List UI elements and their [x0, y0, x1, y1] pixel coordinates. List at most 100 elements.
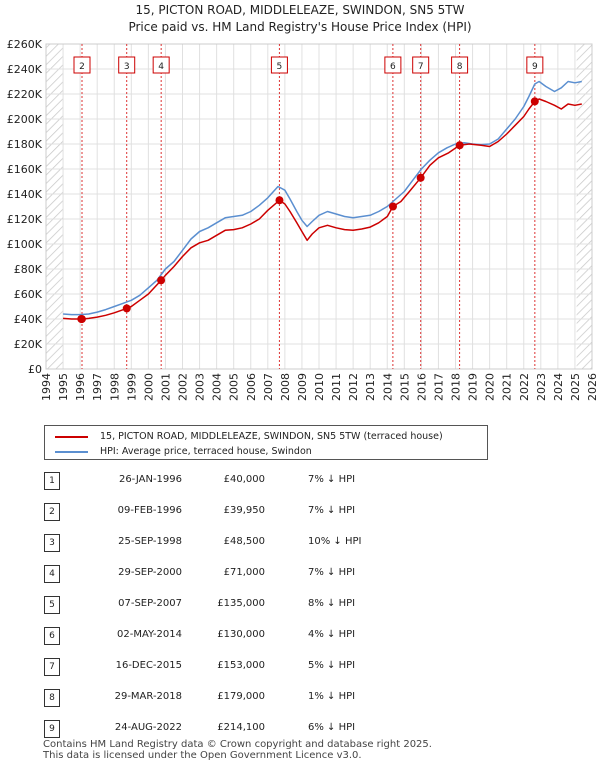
legend-item-property: 15, PICTON ROAD, MIDDLELEAZE, SWINDON, S…: [55, 431, 443, 442]
x-tick-label: 1994: [40, 373, 53, 401]
x-tick-label: 2000: [142, 373, 155, 401]
x-tick-label: 2019: [467, 373, 480, 401]
hatched-regions: [46, 44, 592, 369]
x-tick-label: 1995: [57, 373, 70, 401]
sale-hpi-diff: 6% ↓ HPI: [308, 722, 356, 733]
hatched-region: [576, 44, 592, 369]
legend-item-hpi: HPI: Average price, terraced house, Swin…: [55, 446, 312, 457]
property-line: [63, 98, 582, 320]
plot-frame: [45, 43, 593, 370]
sale-hpi-diff: 10% ↓ HPI: [308, 536, 362, 547]
x-tick-label: 2022: [518, 373, 531, 401]
series-lines: [63, 80, 582, 320]
legend-swatch-property: [55, 435, 88, 438]
sale-points: [77, 97, 539, 324]
sale-number: 7: [44, 658, 60, 676]
x-tick-label: 2007: [262, 373, 275, 401]
sale-row: 2 09-FEB-1996 £39,950 7% ↓ HPI: [44, 503, 444, 521]
x-tick-label: 2010: [313, 373, 326, 401]
sale-marker-box: [118, 56, 136, 74]
x-tick-label: 2023: [535, 373, 548, 401]
sale-marker-box: [270, 56, 288, 74]
y-tick-label: £60K: [14, 288, 43, 301]
sale-number: 1: [44, 472, 60, 490]
sale-date: 26-JAN-1996: [118, 474, 182, 485]
x-tick-label: 1998: [108, 373, 121, 401]
x-tick-label: 2012: [347, 373, 360, 401]
sale-marker-label: 4: [158, 62, 164, 72]
sale-price: £135,000: [217, 598, 265, 609]
sale-number: 2: [44, 503, 60, 521]
price-chart: 15, PICTON ROAD, MIDDLELEAZE, SWINDON, S…: [7, 3, 599, 401]
sale-date: 24-AUG-2022: [114, 722, 182, 733]
sale-price: £130,000: [217, 629, 265, 640]
sale-point: [122, 304, 131, 313]
x-tick-label: 2001: [159, 373, 172, 401]
sale-marker-label: 2: [79, 62, 85, 72]
x-tick-label: 2013: [364, 373, 377, 401]
y-tick-label: £200K: [7, 113, 43, 126]
sale-date: 07-SEP-2007: [118, 598, 182, 609]
sale-row: 1 26-JAN-1996 £40,000 7% ↓ HPI: [44, 472, 444, 490]
sale-row: 9 24-AUG-2022 £214,100 6% ↓ HPI: [44, 720, 444, 738]
y-tick-label: £80K: [14, 263, 43, 276]
sale-hpi-diff: 7% ↓ HPI: [308, 505, 356, 516]
sale-hpi-diff: 7% ↓ HPI: [308, 567, 356, 578]
sale-row: 6 02-MAY-2014 £130,000 4% ↓ HPI: [44, 627, 444, 645]
sale-marker-label: 3: [124, 62, 130, 72]
sale-marker-labels: 2 3 4 5 6 7 8 9: [73, 56, 544, 74]
x-tick-label: 2021: [501, 373, 514, 401]
sale-marker-box: [451, 56, 469, 74]
sale-marker-label: 6: [390, 62, 396, 72]
x-tick-label: 2025: [569, 373, 582, 401]
sale-hpi-diff: 4% ↓ HPI: [308, 629, 356, 640]
y-tick-label: £100K: [7, 238, 43, 251]
y-tick-label: £220K: [7, 88, 43, 101]
y-tick-label: £20K: [14, 338, 43, 351]
y-tick-label: £0: [28, 363, 42, 376]
sale-point: [157, 276, 166, 285]
sale-price: £71,000: [223, 567, 265, 578]
sale-point: [275, 196, 284, 205]
x-tick-label: 2020: [484, 373, 497, 401]
sale-number: 4: [44, 565, 60, 583]
footer-copyright: Contains HM Land Registry data © Crown c…: [43, 739, 432, 750]
sale-price: £39,950: [223, 505, 265, 516]
sale-row: 3 25-SEP-1998 £48,500 10% ↓ HPI: [44, 534, 444, 552]
sale-marker-box: [152, 56, 170, 74]
x-tick-label: 1996: [74, 373, 87, 401]
sale-number: 9: [44, 720, 60, 738]
x-tick-label: 2011: [330, 373, 343, 401]
x-tick-label: 2003: [194, 373, 207, 401]
y-axis-ticks: £0 £20K £40K £60K £80K £100K £120K £140K £160K £1…: [7, 38, 43, 376]
sale-price: £40,000: [223, 474, 265, 485]
sale-point: [530, 97, 539, 106]
y-tick-label: £240K: [7, 63, 43, 76]
x-tick-label: 2024: [552, 373, 565, 401]
sale-date: 25-SEP-1998: [118, 536, 182, 547]
legend: 15, PICTON ROAD, MIDDLELEAZE, SWINDON, S…: [44, 425, 488, 460]
sale-date: 09-FEB-1996: [117, 505, 182, 516]
y-tick-label: £260K: [7, 38, 43, 51]
y-tick-label: £160K: [7, 163, 43, 176]
x-tick-label: 2018: [450, 373, 463, 401]
x-tick-label: 2014: [381, 373, 394, 401]
sale-point: [77, 315, 86, 324]
x-tick-label: 1999: [125, 373, 138, 401]
sale-hpi-diff: 8% ↓ HPI: [308, 598, 356, 609]
sale-marker-box: [526, 56, 544, 74]
chart-title: 15, PICTON ROAD, MIDDLELEAZE, SWINDON, S…: [136, 3, 465, 17]
x-tick-label: 2009: [296, 373, 309, 401]
sale-price: £179,000: [217, 691, 265, 702]
x-axis-ticks: 1994 1995 1996 1997 1998 1999 2000 2001 2002 2003…: [40, 373, 599, 401]
sale-number: 6: [44, 627, 60, 645]
sale-date: 16-DEC-2015: [115, 660, 182, 671]
sale-row: 7 16-DEC-2015 £153,000 5% ↓ HPI: [44, 658, 444, 676]
x-tick-label: 2008: [279, 373, 292, 401]
x-tick-label: 2016: [415, 373, 428, 401]
y-tick-label: £40K: [14, 313, 43, 326]
sale-row: 4 29-SEP-2000 £71,000 7% ↓ HPI: [44, 565, 444, 583]
sale-marker-box: [412, 56, 430, 74]
sale-hpi-diff: 1% ↓ HPI: [308, 691, 356, 702]
sale-marker-label: 7: [418, 62, 424, 72]
